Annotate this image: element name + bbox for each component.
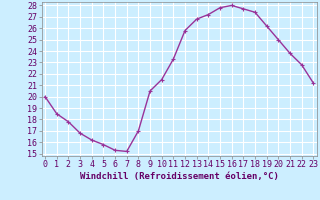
X-axis label: Windchill (Refroidissement éolien,°C): Windchill (Refroidissement éolien,°C) <box>80 172 279 181</box>
